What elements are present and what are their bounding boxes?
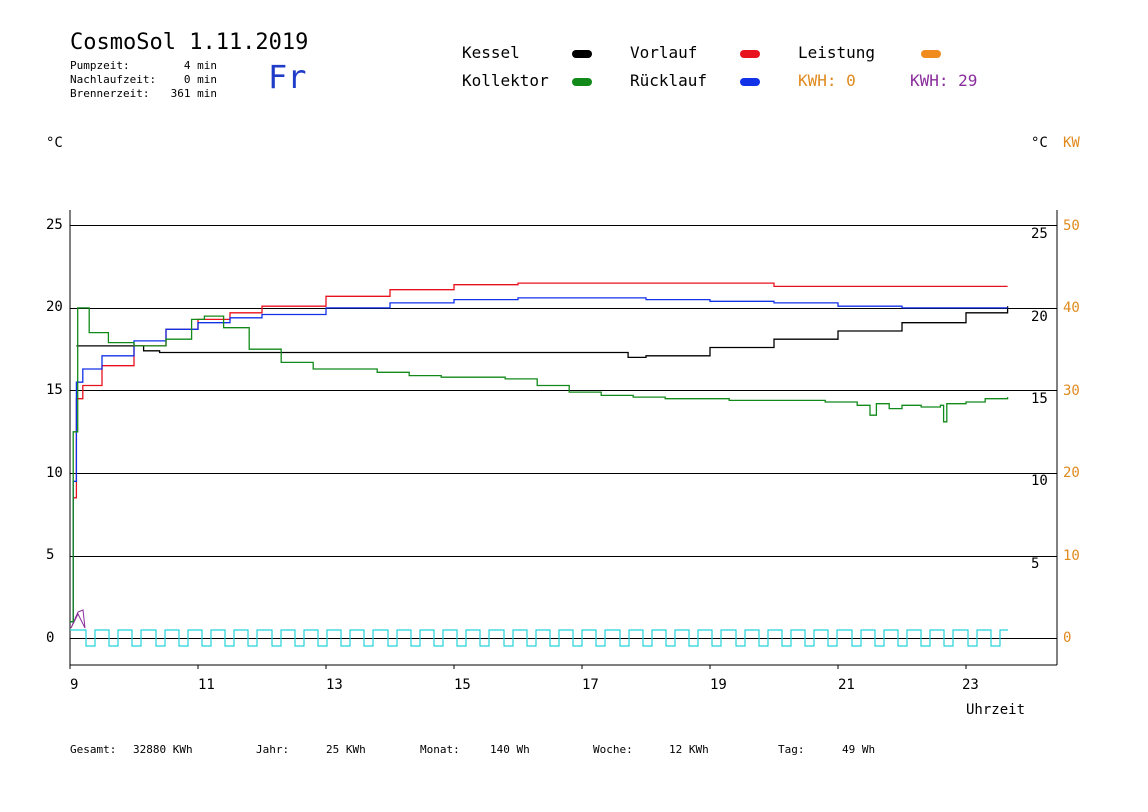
stat-pumpzeit-label: Pumpzeit:	[70, 59, 130, 72]
right-temp-tick-15: 15	[1031, 391, 1048, 407]
x-tick-13: 13	[326, 677, 343, 693]
legend-kessel-swatch	[572, 50, 592, 58]
right-kw-tick-30: 30	[1063, 383, 1080, 399]
x-axis-label: Uhrzeit	[966, 702, 1026, 718]
legend-leistung-swatch	[921, 50, 941, 58]
left-tick-25: 25	[46, 217, 63, 233]
left-tick-10: 10	[46, 465, 63, 481]
left-axis-unit: °C	[46, 135, 63, 151]
legend-kessel-label: Kessel	[462, 43, 520, 62]
footer-jahr-value: 25 KWh	[326, 743, 366, 756]
right-kw-tick-50: 50	[1063, 218, 1080, 234]
chart-title: CosmoSol 1.11.2019	[70, 30, 309, 55]
left-tick-5: 5	[46, 547, 55, 563]
chart-series	[70, 282, 1009, 623]
right-axis-unit: °C	[1031, 135, 1048, 151]
legend-ruecklauf-swatch	[740, 78, 760, 86]
kwh-day-total: KWH: 29	[910, 71, 978, 90]
series-kollektor-line	[70, 307, 1009, 623]
x-tick-11: 11	[198, 677, 215, 693]
pump-activity-trace	[70, 629, 1008, 647]
series-vorlauf-line	[70, 282, 1008, 623]
right-axis-unit-kw: KW	[1063, 135, 1080, 151]
footer-monat-value: 140 Wh	[490, 743, 530, 756]
legend-vorlauf-swatch	[740, 50, 760, 58]
right-temp-tick-25: 25	[1031, 226, 1048, 242]
left-tick-0: 0	[46, 630, 55, 646]
x-tick-21: 21	[838, 677, 855, 693]
stat-pumpzeit-value: 4 min	[183, 59, 217, 72]
footer-woche-value: 12 KWh	[669, 743, 709, 756]
footer-jahr-label: Jahr:	[256, 743, 290, 756]
series-kessel-line	[76, 306, 1009, 359]
footer-gesamt-label: Gesamt:	[70, 743, 117, 756]
x-tick-19: 19	[710, 677, 727, 693]
right-kw-tick-20: 20	[1063, 465, 1080, 481]
x-tick-9: 9	[70, 677, 79, 693]
stat-nachlaufzeit-label: Nachlaufzeit:	[70, 73, 157, 86]
pump-pulses	[70, 609, 1008, 647]
right-kw-tick-10: 10	[1063, 548, 1080, 564]
kwh-leistung-total: KWH: 0	[798, 71, 856, 90]
stat-brennerzeit-value: 361 min	[170, 87, 217, 100]
x-tick-23: 23	[962, 677, 979, 693]
right-kw-tick-0: 0	[1063, 630, 1072, 646]
footer-woche-label: Woche:	[593, 743, 633, 756]
series-ruecklauf-line	[70, 297, 1008, 623]
x-tick-17: 17	[582, 677, 599, 693]
right-kw-tick-40: 40	[1063, 300, 1080, 316]
legend-kollektor-swatch	[572, 78, 592, 86]
legend-leistung-label: Leistung	[798, 43, 876, 62]
footer-gesamt-value: 32880 KWh	[133, 743, 193, 756]
burner-startup-trace	[70, 609, 86, 629]
stat-brennerzeit-label: Brennerzeit:	[70, 87, 150, 100]
footer-monat-label: Monat:	[420, 743, 460, 756]
legend-kollektor-label: Kollektor	[462, 71, 549, 90]
left-tick-15: 15	[46, 382, 63, 398]
stat-nachlaufzeit-value: 0 min	[183, 73, 217, 86]
right-temp-tick-20: 20	[1031, 309, 1048, 325]
legend-ruecklauf-label: Rücklauf	[630, 71, 708, 90]
day-of-week: Fr	[268, 58, 307, 96]
right-temp-tick-5: 5	[1031, 556, 1040, 572]
chart-grid	[69, 210, 1058, 669]
legend-vorlauf-label: Vorlauf	[630, 43, 698, 62]
left-tick-20: 20	[46, 299, 63, 315]
right-temp-tick-10: 10	[1031, 473, 1048, 489]
footer-tag-value: 49 Wh	[842, 743, 876, 756]
footer-tag-label: Tag:	[778, 743, 805, 756]
x-tick-15: 15	[454, 677, 471, 693]
